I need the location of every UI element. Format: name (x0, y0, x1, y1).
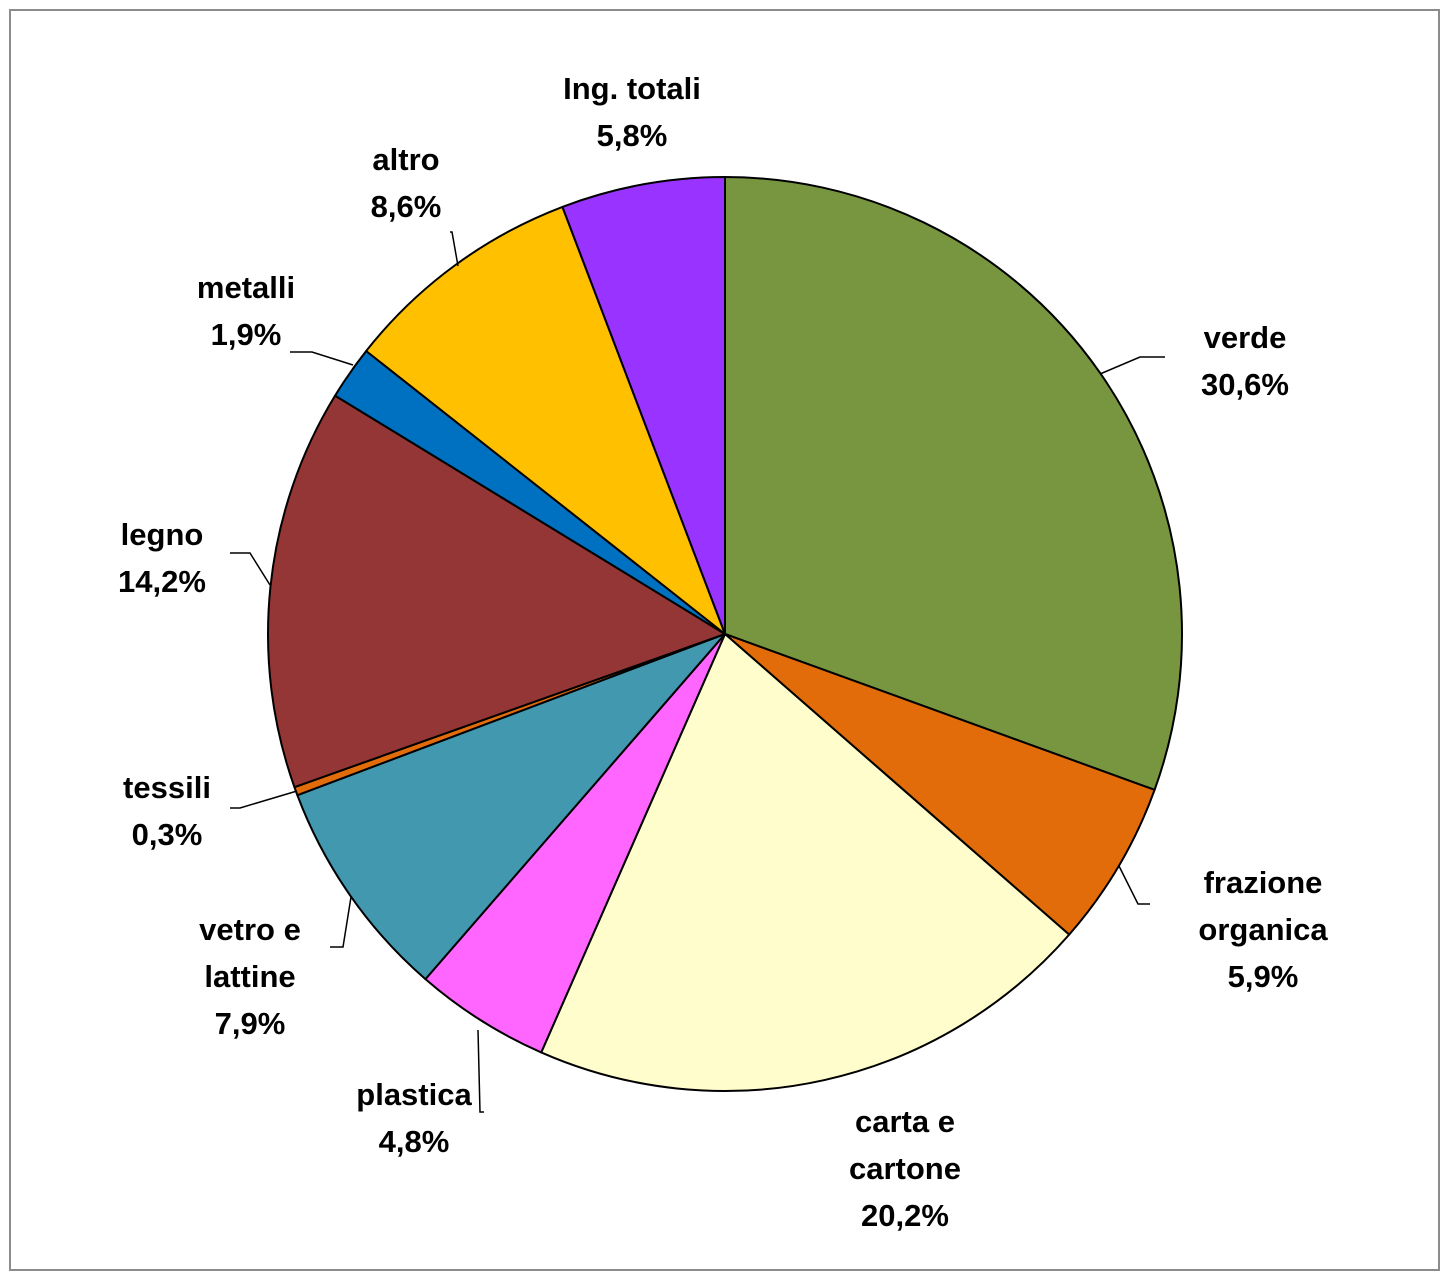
leader-line-frazione-organica (1118, 865, 1150, 905)
data-label-metalli: metalli 1,9% (197, 270, 295, 352)
pie-slice-altro (365, 205, 726, 635)
data-label-category: organica (1198, 912, 1328, 947)
pie-slice-ing-totali (561, 176, 726, 635)
data-label-vetro-e-lattine: vetro e lattine 7,9% (199, 912, 301, 1041)
data-label-category: legno (121, 517, 204, 552)
pie-slice-carta-e-cartone (540, 633, 1071, 1092)
data-label-value: 5,9% (1228, 959, 1299, 994)
data-label-frazione-organica: frazione organica 5,9% (1198, 865, 1328, 994)
leader-line-metalli (290, 351, 354, 366)
data-label-altro: altro 8,6% (371, 142, 442, 224)
data-label-carta-e-cartone: carta e cartone 20,2% (849, 1104, 961, 1233)
data-label-legno: legno 14,2% (118, 517, 206, 599)
data-label-value: 1,9% (211, 317, 282, 352)
data-label-category: altro (372, 142, 439, 177)
data-label-category: cartone (849, 1151, 961, 1186)
data-label-value: 5,8% (597, 118, 668, 153)
data-label-category: frazione (1204, 865, 1323, 900)
pie-slice-verde (724, 176, 1183, 791)
data-label-category: metalli (197, 270, 295, 305)
data-label-value: 4,8% (379, 1124, 450, 1159)
pie-slices (267, 176, 1183, 1092)
data-label-value: 8,6% (371, 189, 442, 224)
leader-line-tessili (230, 790, 298, 809)
data-label-category: verde (1204, 320, 1287, 355)
data-label-category: tessili (123, 770, 211, 805)
leader-line-legno (230, 552, 271, 586)
leader-line-verde (1099, 356, 1165, 375)
data-label-tessili: tessili 0,3% (123, 770, 211, 852)
data-label-category: lattine (204, 959, 295, 994)
leader-line-altro (450, 231, 459, 267)
data-label-category: vetro e (199, 912, 301, 947)
pie-slice-legno (267, 394, 726, 789)
data-label-value: 30,6% (1201, 367, 1289, 402)
data-label-value: 14,2% (118, 564, 206, 599)
data-label-value: 0,3% (132, 817, 203, 852)
data-label-verde: verde 30,6% (1201, 320, 1289, 402)
data-label-category: plastica (356, 1077, 472, 1112)
data-labels: verde 30,6%frazione organica 5,9%carta e car… (118, 71, 1328, 1233)
data-label-value: 20,2% (861, 1198, 949, 1233)
leader-line-plastica (477, 1029, 484, 1113)
leader-lines (230, 231, 1165, 1113)
data-label-category: carta e (855, 1104, 955, 1139)
leader-line-vetro-e-lattine (330, 896, 352, 948)
pie-slice-vetro-e-lattine (296, 633, 726, 981)
data-label-category: Ing. totali (563, 71, 701, 106)
data-label-plastica: plastica 4,8% (356, 1077, 472, 1159)
data-label-value: 7,9% (215, 1006, 286, 1041)
data-label-ing-totali: Ing. totali 5,8% (563, 71, 701, 153)
